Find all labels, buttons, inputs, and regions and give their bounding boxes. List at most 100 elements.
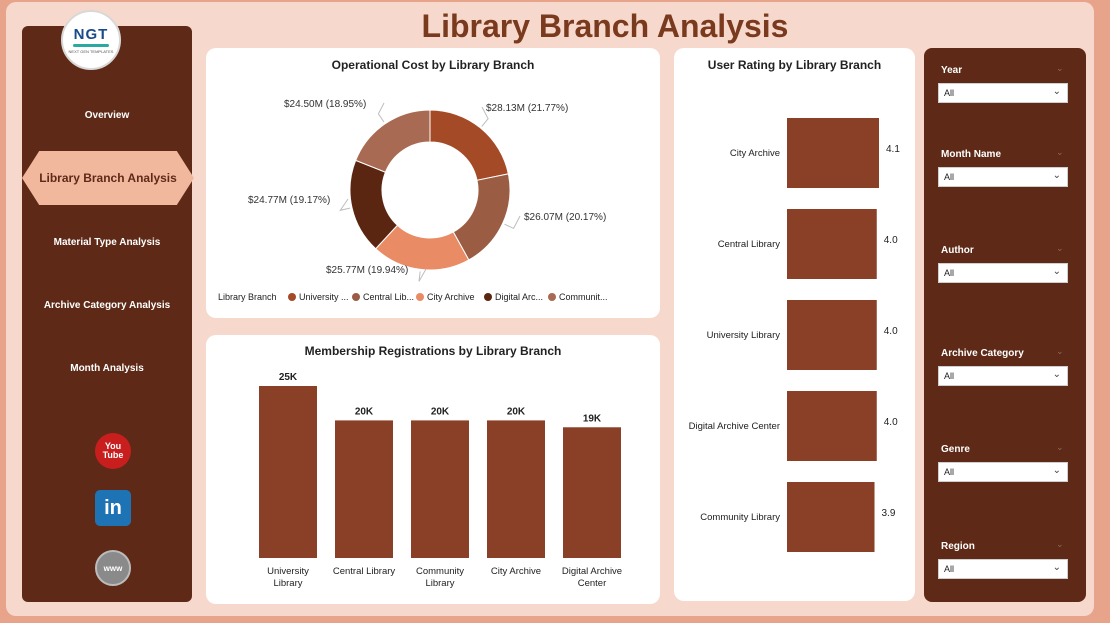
youtube-icon-bottom: Tube [102, 450, 124, 460]
membership-category-label: Digital Archive [562, 566, 622, 577]
user-rating-bar[interactable] [787, 209, 877, 279]
page-title: Library Branch Analysis [421, 8, 789, 44]
membership-category-label: Library [425, 578, 454, 589]
legend-entry[interactable]: University ... [299, 292, 349, 302]
chevron-down-icon[interactable]: ⌄ [1056, 442, 1064, 452]
linkedin-icon[interactable]: in [95, 490, 131, 526]
user-rating-title: User Rating by Library Branch [707, 58, 882, 72]
filter-archive-category-select[interactable]: All ⌄ [938, 366, 1068, 386]
logo-text: NGT [73, 26, 109, 43]
ngt-logo: NGT NEXT GEN TEMPLATES [61, 10, 121, 70]
logo-subtitle: NEXT GEN TEMPLATES [68, 49, 114, 54]
chevron-down-icon[interactable]: ⌄ [1056, 243, 1064, 253]
nav-library-branch-analysis[interactable]: Library Branch Analysis [22, 151, 194, 205]
filter-genre-select[interactable]: All ⌄ [938, 462, 1068, 482]
legend-entry[interactable]: City Archive [427, 292, 475, 302]
chevron-down-icon: ⌄ [1052, 170, 1061, 181]
donut-leader-line [418, 268, 427, 282]
membership-data-label: 20K [355, 406, 374, 417]
legend-entry[interactable]: Central Lib... [363, 292, 414, 302]
membership-category-label: Community [416, 566, 464, 577]
chevron-down-icon: ⌄ [1052, 86, 1061, 97]
user-rating-bar[interactable] [787, 391, 877, 461]
user-rating-category-label: Central Library [718, 239, 781, 250]
user-rating-card: User Rating by Library Branch 4.1 City Ar… [674, 48, 915, 601]
youtube-icon[interactable]: You Tube [95, 433, 131, 469]
membership-bar[interactable] [563, 427, 621, 558]
user-rating-category-label: Community Library [700, 512, 780, 523]
membership-bar[interactable] [259, 386, 317, 558]
chevron-down-icon[interactable]: ⌄ [1056, 147, 1064, 157]
filter-year-label: Year [941, 65, 963, 76]
membership-category-label: Central Library [333, 566, 396, 577]
user-rating-category-label: City Archive [730, 148, 780, 159]
legend-marker[interactable] [548, 293, 556, 301]
membership-registrations-title: Membership Registrations by Library Bran… [304, 344, 562, 358]
donut-data-label: $24.50M (18.95%) [284, 99, 366, 110]
legend-marker[interactable] [484, 293, 492, 301]
filter-region-select[interactable]: All ⌄ [938, 559, 1068, 579]
filter-author-value: All [944, 268, 955, 278]
donut-leader-line [481, 106, 489, 127]
legend-title: Library Branch [218, 292, 277, 302]
filter-region-value: All [944, 564, 955, 574]
filter-region-label: Region [941, 541, 975, 552]
user-rating-bar[interactable] [787, 300, 877, 370]
filter-month-value: All [944, 172, 955, 182]
filter-month-label: Month Name [941, 149, 1001, 160]
filter-author-select[interactable]: All ⌄ [938, 263, 1068, 283]
chevron-down-icon[interactable]: ⌄ [1056, 346, 1064, 356]
sidebar: NGT NEXT GEN TEMPLATES Overview Library … [22, 10, 194, 602]
web-globe-icon[interactable]: www [95, 550, 131, 586]
nav-material-type-analysis[interactable]: Material Type Analysis [53, 237, 161, 248]
legend-marker[interactable] [288, 293, 296, 301]
chevron-down-icon: ⌄ [1052, 369, 1061, 380]
filter-genre-value: All [944, 467, 955, 477]
filter-archive-category-value: All [944, 371, 955, 381]
membership-bar[interactable] [411, 420, 469, 558]
legend-entry[interactable]: Digital Arc... [495, 292, 543, 302]
donut-data-label: $25.77M (19.94%) [326, 265, 408, 276]
membership-category-label: Library [273, 578, 302, 589]
user-rating-bar[interactable] [787, 118, 879, 188]
nav-month-analysis[interactable]: Month Analysis [70, 363, 144, 374]
legend-entry[interactable]: Communit... [559, 292, 608, 302]
user-rating-bar[interactable] [787, 482, 875, 552]
chevron-down-icon: ⌄ [1052, 562, 1061, 573]
membership-category-label: City Archive [491, 566, 541, 577]
filter-year-select[interactable]: All ⌄ [938, 83, 1068, 103]
filter-archive-category-label: Archive Category [941, 348, 1024, 359]
donut-leader-line [504, 215, 521, 230]
donut-leader-line [377, 102, 385, 123]
donut-leader-line [339, 198, 351, 212]
legend-marker[interactable] [416, 293, 424, 301]
donut-data-label: $28.13M (21.77%) [486, 103, 568, 114]
logo-wave-icon [73, 44, 109, 47]
chevron-down-icon: ⌄ [1052, 266, 1061, 277]
membership-bar[interactable] [335, 420, 393, 558]
donut-data-label: $24.77M (19.17%) [248, 195, 330, 206]
legend-marker[interactable] [352, 293, 360, 301]
chevron-down-icon[interactable]: ⌄ [1056, 539, 1064, 549]
operational-cost-card: Operational Cost by Library Branch $28.1… [206, 48, 660, 318]
membership-data-label: 20K [507, 406, 526, 417]
youtube-icon-top: You [104, 441, 122, 451]
membership-category-label: University [267, 566, 309, 577]
donut-slice[interactable] [429, 109, 509, 181]
operational-cost-donut-chart: $28.13M (21.77%) $26.07M (20.17%) $25.77M … [218, 99, 608, 302]
nav-archive-category-analysis[interactable]: Archive Category Analysis [43, 300, 171, 311]
chevron-down-icon[interactable]: ⌄ [1056, 63, 1064, 73]
membership-data-label: 20K [431, 406, 450, 417]
nav-overview[interactable]: Overview [84, 110, 130, 121]
donut-data-label: $26.07M (20.17%) [524, 212, 606, 223]
user-rating-data-label: 4.0 [884, 326, 898, 337]
membership-bar[interactable] [487, 420, 545, 558]
chevron-down-icon: ⌄ [1052, 465, 1061, 476]
filter-year-value: All [944, 88, 955, 98]
user-rating-data-label: 4.0 [884, 235, 898, 246]
user-rating-data-label: 4.1 [886, 144, 900, 155]
operational-cost-title: Operational Cost by Library Branch [331, 58, 535, 72]
donut-slice[interactable] [355, 109, 431, 173]
filter-month-select[interactable]: All ⌄ [938, 167, 1068, 187]
